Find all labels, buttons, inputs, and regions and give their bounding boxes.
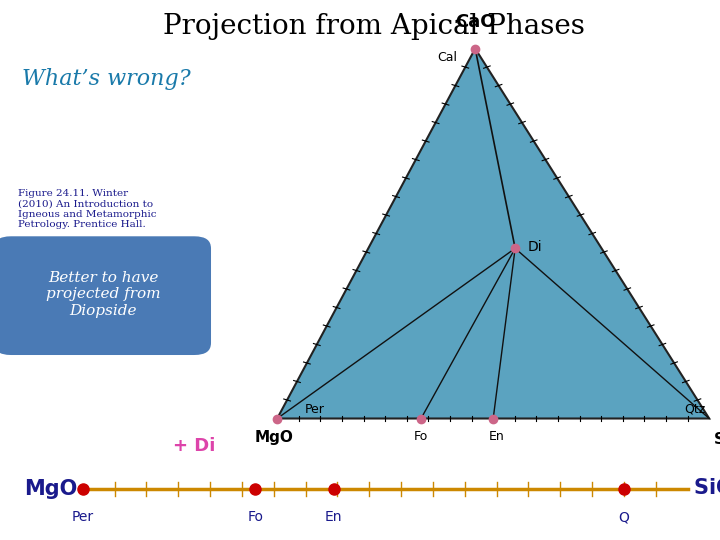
Polygon shape (277, 49, 709, 419)
Text: MgO: MgO (254, 430, 293, 445)
Text: Per: Per (305, 403, 325, 416)
Text: CaO: CaO (455, 14, 495, 31)
Text: En: En (489, 430, 505, 443)
Text: Fo: Fo (247, 510, 264, 524)
Text: SiO$_2$: SiO$_2$ (713, 430, 720, 449)
Text: Fo: Fo (414, 430, 428, 443)
Text: Qtz: Qtz (684, 403, 706, 416)
Text: MgO: MgO (24, 478, 77, 499)
Text: Better to have
projected from
Diopside: Better to have projected from Diopside (45, 271, 161, 318)
Text: Projection from Apical Phases: Projection from Apical Phases (163, 14, 585, 40)
Text: Di: Di (528, 240, 543, 254)
Text: Per: Per (72, 510, 94, 524)
Text: SiO$_2$: SiO$_2$ (693, 477, 720, 501)
Text: En: En (325, 510, 343, 524)
Text: + Di: + Di (174, 437, 215, 455)
Text: Figure 24.11. Winter
(2010) An Introduction to
Igneous and Metamorphic
Petrology: Figure 24.11. Winter (2010) An Introduct… (18, 189, 156, 229)
Text: What’s wrong?: What’s wrong? (22, 68, 190, 90)
Text: Cal: Cal (437, 51, 457, 64)
Text: Q: Q (618, 510, 629, 524)
FancyBboxPatch shape (0, 235, 212, 356)
